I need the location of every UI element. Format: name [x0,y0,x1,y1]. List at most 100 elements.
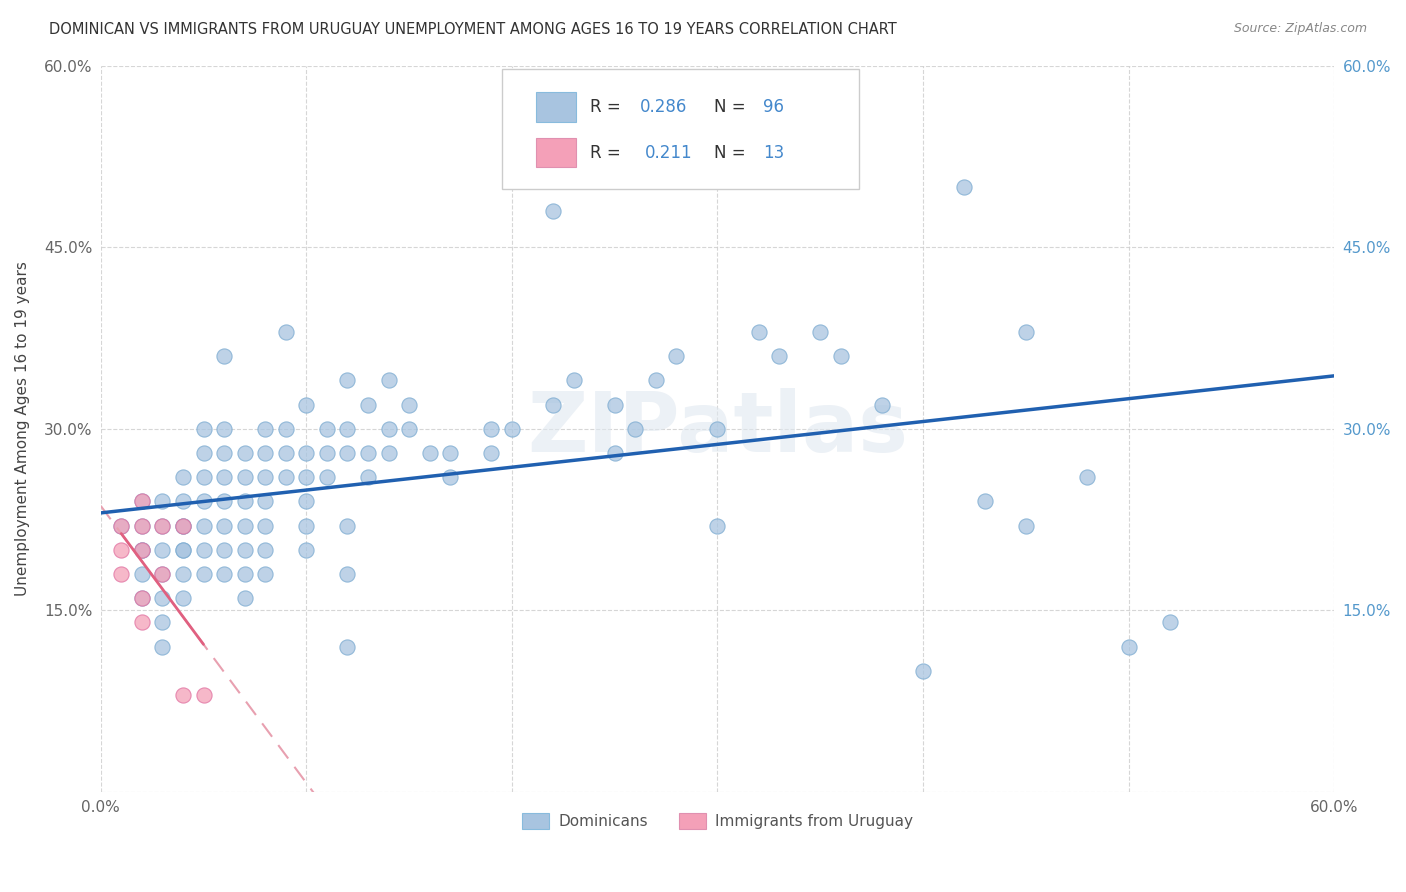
Point [131,542,153,557]
Point [254,422,277,436]
Point [377,446,399,460]
Point [193,422,215,436]
Text: R =: R = [591,144,631,161]
Point [152,615,174,630]
Point [172,567,194,582]
Point [357,446,380,460]
Point [541,398,564,412]
Point [1118,640,1140,654]
Point [172,518,194,533]
Text: N =: N = [714,144,751,161]
Point [768,349,790,363]
Text: 0.211: 0.211 [645,144,692,161]
Point [152,591,174,606]
Point [110,518,132,533]
Point [193,542,215,557]
Point [953,179,976,194]
Point [172,470,194,484]
Point [172,542,194,557]
Point [336,518,359,533]
Point [1076,470,1098,484]
Point [439,446,461,460]
Point [152,518,174,533]
Point [233,542,256,557]
Point [254,542,277,557]
Point [172,518,194,533]
Point [110,518,132,533]
Text: 13: 13 [763,144,785,161]
Point [315,470,337,484]
Point [212,494,235,508]
Point [212,422,235,436]
Point [212,567,235,582]
Point [212,349,235,363]
Point [377,373,399,387]
Point [152,567,174,582]
Point [336,422,359,436]
Point [973,494,995,508]
Point [212,542,235,557]
Point [603,446,626,460]
Point [336,373,359,387]
Point [172,494,194,508]
Point [131,494,153,508]
Point [274,422,297,436]
Text: ZIPatlas: ZIPatlas [527,388,908,469]
Point [152,640,174,654]
Point [254,567,277,582]
Point [1015,518,1038,533]
Point [479,446,502,460]
Point [295,446,318,460]
Point [439,470,461,484]
Legend: Dominicans, Immigrants from Uruguay: Dominicans, Immigrants from Uruguay [516,807,920,835]
Text: Source: ZipAtlas.com: Source: ZipAtlas.com [1233,22,1367,36]
Point [541,203,564,218]
FancyBboxPatch shape [536,138,575,168]
Point [131,494,153,508]
Point [193,494,215,508]
Point [254,518,277,533]
Point [233,591,256,606]
Point [131,591,153,606]
Point [152,567,174,582]
Point [254,470,277,484]
Point [233,567,256,582]
Point [665,349,688,363]
Point [131,542,153,557]
Point [274,325,297,339]
Point [212,446,235,460]
Point [398,398,420,412]
Point [1159,615,1181,630]
Text: DOMINICAN VS IMMIGRANTS FROM URUGUAY UNEMPLOYMENT AMONG AGES 16 TO 19 YEARS CORR: DOMINICAN VS IMMIGRANTS FROM URUGUAY UNE… [49,22,897,37]
Point [172,688,194,702]
Point [233,494,256,508]
FancyBboxPatch shape [536,93,575,121]
Point [336,446,359,460]
Point [501,422,523,436]
Point [274,470,297,484]
Point [357,398,380,412]
Point [336,640,359,654]
Point [295,518,318,533]
Point [233,446,256,460]
Point [193,446,215,460]
Point [131,591,153,606]
Point [1015,325,1038,339]
Point [212,518,235,533]
Point [131,542,153,557]
Point [274,446,297,460]
Point [911,664,934,678]
FancyBboxPatch shape [502,70,859,189]
Point [152,494,174,508]
Point [315,446,337,460]
Point [808,325,831,339]
Point [110,567,132,582]
Point [254,494,277,508]
Point [131,518,153,533]
Point [193,688,215,702]
Text: 96: 96 [763,98,785,116]
Point [212,470,235,484]
Point [398,422,420,436]
Point [624,422,647,436]
Point [706,422,728,436]
